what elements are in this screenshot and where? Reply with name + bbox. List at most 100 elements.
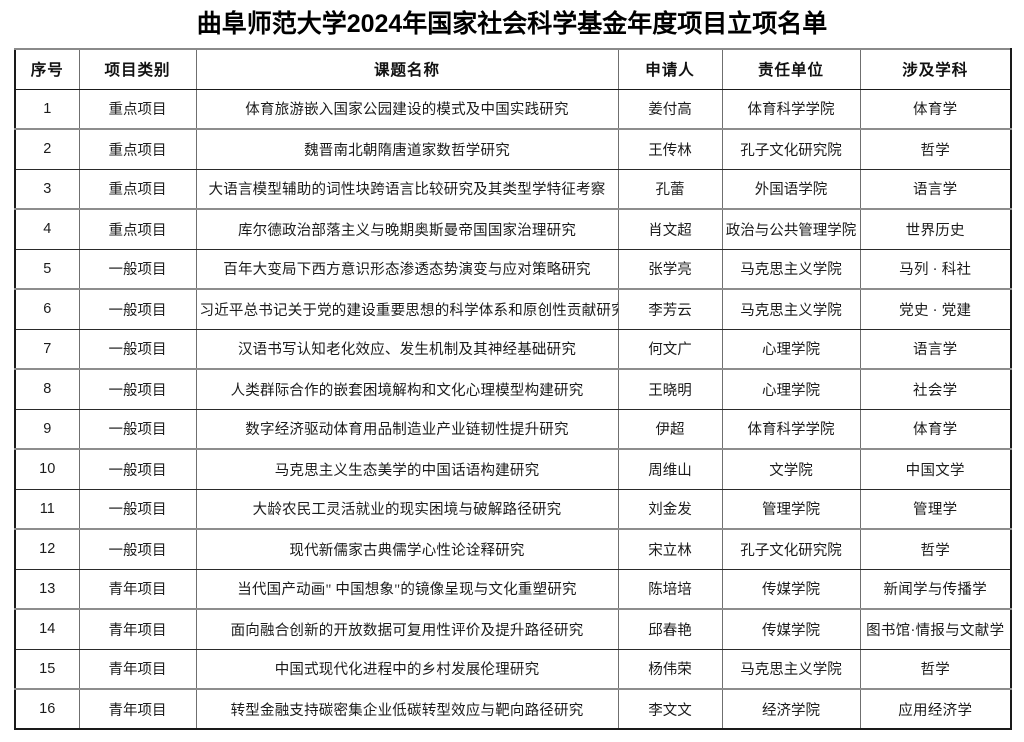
cell-responsible-unit: 管理学院 <box>721 489 861 530</box>
cell-responsible-unit: 马克思主义学院 <box>721 249 861 290</box>
cell-project-category: 一般项目 <box>78 329 197 370</box>
cell-responsible-unit: 孔子文化研究院 <box>721 129 861 170</box>
cell-applicant-name: 何文广 <box>617 329 723 370</box>
cell-project-title: 库尔德政治部落主义与晚期奥斯曼帝国国家治理研究 <box>195 209 619 250</box>
cell-project-title: 马克思主义生态美学的中国话语构建研究 <box>195 449 619 490</box>
cell-responsible-unit: 文学院 <box>721 449 861 490</box>
cell-project-category: 一般项目 <box>78 409 197 450</box>
cell-subject-area: 世界历史 <box>859 209 1012 250</box>
cell-project-title: 数字经济驱动体育用品制造业产业链韧性提升研究 <box>195 409 619 450</box>
cell-sequence-number: 5 <box>14 249 80 290</box>
cell-responsible-unit: 经济学院 <box>721 689 861 729</box>
cell-subject-area: 语言学 <box>859 169 1012 210</box>
table-row: 6 一般项目 习近平总书记关于党的建设重要思想的科学体系和原创性贡献研究 李芳云 马克思… <box>14 289 1012 330</box>
cell-responsible-unit: 心理学院 <box>721 329 861 370</box>
cell-applicant-name: 李芳云 <box>617 289 723 330</box>
cell-applicant-name: 宋立林 <box>617 529 723 570</box>
cell-responsible-unit: 体育科学学院 <box>721 409 861 450</box>
cell-applicant-name: 王晓明 <box>617 369 723 410</box>
cell-project-category: 一般项目 <box>78 369 197 410</box>
table-row: 11 一般项目 大龄农民工灵活就业的现实困境与破解路径研究 刘金发 管理学院 管理学 <box>14 489 1012 530</box>
cell-project-title: 面向融合创新的开放数据可复用性评价及提升路径研究 <box>195 609 619 650</box>
cell-sequence-number: 9 <box>14 409 80 450</box>
cell-subject-area: 哲学 <box>859 529 1012 570</box>
cell-project-title: 中国式现代化进程中的乡村发展伦理研究 <box>195 649 619 690</box>
table-row: 1 重点项目 体育旅游嵌入国家公园建设的模式及中国实践研究 姜付高 体育科学学院 体育学 <box>14 89 1012 130</box>
cell-sequence-number: 7 <box>14 329 80 370</box>
column-header-subject: 涉及学科 <box>859 49 1012 90</box>
cell-subject-area: 图书馆·情报与文献学 <box>859 609 1012 650</box>
cell-applicant-name: 李文文 <box>617 689 723 729</box>
cell-sequence-number: 13 <box>14 569 80 610</box>
cell-project-category: 青年项目 <box>78 569 197 610</box>
cell-responsible-unit: 传媒学院 <box>721 609 861 650</box>
column-header-applicant: 申请人 <box>617 49 723 90</box>
cell-project-category: 重点项目 <box>78 209 197 250</box>
cell-sequence-number: 1 <box>14 89 80 130</box>
cell-project-title: 人类群际合作的嵌套困境解构和文化心理模型构建研究 <box>195 369 619 410</box>
cell-sequence-number: 8 <box>14 369 80 410</box>
cell-applicant-name: 王传林 <box>617 129 723 170</box>
cell-subject-area: 管理学 <box>859 489 1012 530</box>
cell-project-title: 百年大变局下西方意识形态渗透态势演变与应对策略研究 <box>195 249 619 290</box>
cell-subject-area: 新闻学与传播学 <box>859 569 1012 610</box>
cell-applicant-name: 孔蕾 <box>617 169 723 210</box>
cell-responsible-unit: 外国语学院 <box>721 169 861 210</box>
cell-project-category: 一般项目 <box>78 489 197 530</box>
table-row: 16 青年项目 转型金融支持碳密集企业低碳转型效应与靶向路径研究 李文文 经济学院 应用经… <box>14 689 1012 729</box>
cell-project-title: 转型金融支持碳密集企业低碳转型效应与靶向路径研究 <box>195 689 619 729</box>
cell-project-category: 青年项目 <box>78 689 197 729</box>
cell-applicant-name: 姜付高 <box>617 89 723 130</box>
cell-responsible-unit: 政治与公共管理学院 <box>721 209 861 250</box>
cell-applicant-name: 杨伟荣 <box>617 649 723 690</box>
table-row: 13 青年项目 当代国产动画" 中国想象"的镜像呈现与文化重塑研究 陈培培 传媒学院 新闻… <box>14 569 1012 610</box>
cell-applicant-name: 伊超 <box>617 409 723 450</box>
cell-sequence-number: 12 <box>14 529 80 570</box>
cell-project-title: 习近平总书记关于党的建设重要思想的科学体系和原创性贡献研究 <box>195 289 619 330</box>
cell-sequence-number: 16 <box>14 689 80 729</box>
cell-sequence-number: 4 <box>14 209 80 250</box>
cell-project-category: 一般项目 <box>78 249 197 290</box>
cell-project-category: 重点项目 <box>78 129 197 170</box>
cell-sequence-number: 2 <box>14 129 80 170</box>
table-row: 7 一般项目 汉语书写认知老化效应、发生机制及其神经基础研究 何文广 心理学院 语言学 <box>14 329 1012 370</box>
table-row: 14 青年项目 面向融合创新的开放数据可复用性评价及提升路径研究 邱春艳 传媒学院 图书馆… <box>14 609 1012 650</box>
table-container: 序号 项目类别 课题名称 申请人 责任单位 涉及学科 1 重点项目 体育旅游嵌入国家… <box>14 48 1012 730</box>
cell-project-title: 魏晋南北朝隋唐道家数哲学研究 <box>195 129 619 170</box>
cell-subject-area: 哲学 <box>859 649 1012 690</box>
table-row: 9 一般项目 数字经济驱动体育用品制造业产业链韧性提升研究 伊超 体育科学学院 体育学 <box>14 409 1012 450</box>
cell-sequence-number: 6 <box>14 289 80 330</box>
table-row: 5 一般项目 百年大变局下西方意识形态渗透态势演变与应对策略研究 张学亮 马克思主义学院… <box>14 249 1012 290</box>
cell-project-category: 一般项目 <box>78 289 197 330</box>
cell-subject-area: 社会学 <box>859 369 1012 410</box>
cell-sequence-number: 10 <box>14 449 80 490</box>
cell-subject-area: 语言学 <box>859 329 1012 370</box>
cell-subject-area: 马列 · 科社 <box>859 249 1012 290</box>
cell-project-category: 重点项目 <box>78 169 197 210</box>
cell-applicant-name: 张学亮 <box>617 249 723 290</box>
cell-sequence-number: 15 <box>14 649 80 690</box>
cell-project-category: 一般项目 <box>78 529 197 570</box>
table-body: 1 重点项目 体育旅游嵌入国家公园建设的模式及中国实践研究 姜付高 体育科学学院 体育学 2… <box>14 89 1012 729</box>
cell-project-title: 汉语书写认知老化效应、发生机制及其神经基础研究 <box>195 329 619 370</box>
column-header-title: 课题名称 <box>195 49 619 90</box>
cell-sequence-number: 14 <box>14 609 80 650</box>
cell-applicant-name: 邱春艳 <box>617 609 723 650</box>
table-row: 2 重点项目 魏晋南北朝隋唐道家数哲学研究 王传林 孔子文化研究院 哲学 <box>14 129 1012 170</box>
cell-project-title: 大语言模型辅助的词性块跨语言比较研究及其类型学特征考察 <box>195 169 619 210</box>
table-row: 15 青年项目 中国式现代化进程中的乡村发展伦理研究 杨伟荣 马克思主义学院 哲学 <box>14 649 1012 690</box>
cell-applicant-name: 陈培培 <box>617 569 723 610</box>
cell-sequence-number: 11 <box>14 489 80 530</box>
cell-project-category: 一般项目 <box>78 449 197 490</box>
cell-responsible-unit: 心理学院 <box>721 369 861 410</box>
cell-subject-area: 哲学 <box>859 129 1012 170</box>
cell-applicant-name: 肖文超 <box>617 209 723 250</box>
cell-responsible-unit: 马克思主义学院 <box>721 649 861 690</box>
column-header-unit: 责任单位 <box>721 49 861 90</box>
page-title: 曲阜师范大学2024年国家社会科学基金年度项目立项名单 <box>196 10 828 38</box>
cell-subject-area: 中国文学 <box>859 449 1012 490</box>
cell-responsible-unit: 马克思主义学院 <box>721 289 861 330</box>
cell-project-category: 重点项目 <box>78 89 197 130</box>
project-listing-table: 序号 项目类别 课题名称 申请人 责任单位 涉及学科 1 重点项目 体育旅游嵌入国家… <box>14 48 1012 730</box>
